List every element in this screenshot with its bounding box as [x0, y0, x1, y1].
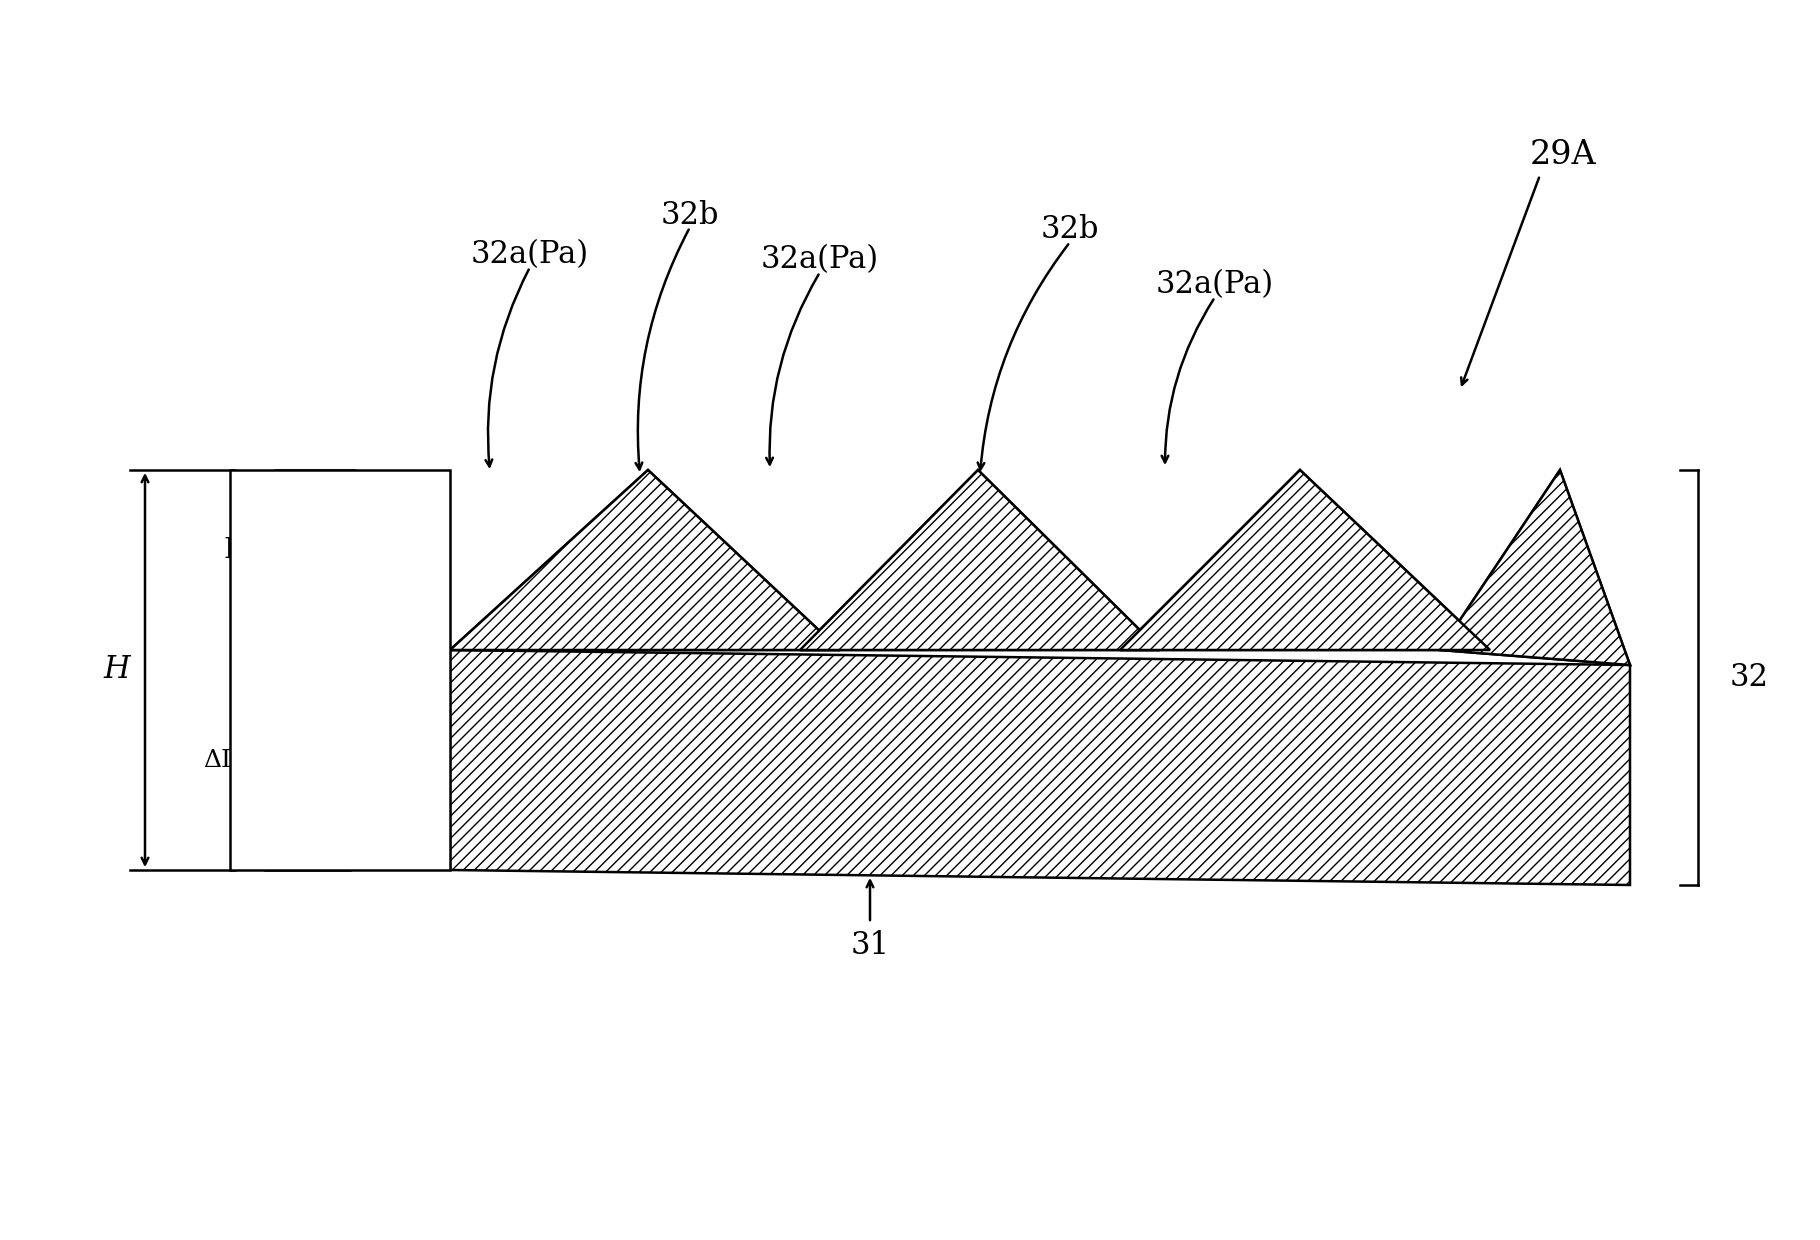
- Text: H: H: [104, 655, 131, 686]
- Text: 32a(Pa): 32a(Pa): [471, 239, 590, 270]
- Text: 31: 31: [850, 930, 890, 961]
- Polygon shape: [801, 470, 1159, 650]
- Text: 32a(Pa): 32a(Pa): [761, 244, 879, 275]
- Polygon shape: [1440, 470, 1631, 665]
- Text: ΔDy: ΔDy: [202, 749, 255, 771]
- Text: 32b: 32b: [1041, 215, 1099, 246]
- Text: D2: D2: [360, 746, 400, 774]
- Polygon shape: [1119, 470, 1491, 650]
- Text: D1: D1: [368, 537, 408, 563]
- Polygon shape: [1119, 470, 1491, 650]
- Polygon shape: [1440, 470, 1631, 665]
- Polygon shape: [450, 470, 841, 650]
- Polygon shape: [450, 470, 841, 650]
- Polygon shape: [229, 470, 450, 870]
- Text: 32b: 32b: [661, 200, 719, 231]
- Polygon shape: [801, 470, 1159, 650]
- Text: 32a(Pa): 32a(Pa): [1156, 269, 1274, 300]
- Text: D3: D3: [224, 537, 264, 563]
- Polygon shape: [450, 650, 1631, 885]
- Text: 29A: 29A: [1531, 139, 1596, 171]
- Text: 32: 32: [1731, 662, 1769, 693]
